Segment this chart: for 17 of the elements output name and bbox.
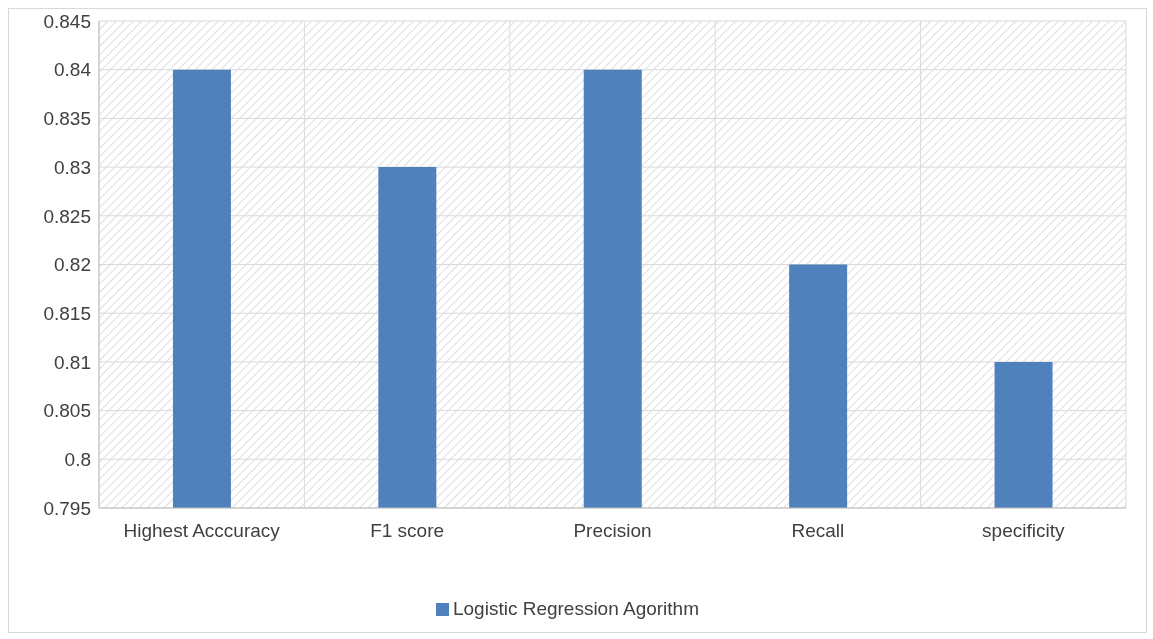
- x-tick-label: specificity: [982, 520, 1065, 542]
- y-tick-label: 0.8: [64, 449, 91, 471]
- y-tick-label: 0.835: [43, 108, 91, 130]
- y-tick-label: 0.795: [43, 497, 91, 519]
- y-tick-label: 0.815: [43, 302, 91, 324]
- y-tick-label: 0.845: [43, 10, 91, 32]
- legend-label: Logistic Regression Agorithm: [452, 598, 700, 619]
- x-tick-label: Precision: [573, 520, 652, 542]
- y-tick-label: 0.81: [54, 351, 91, 373]
- y-tick-label: 0.84: [54, 59, 92, 81]
- y-tick-label: 0.825: [43, 205, 91, 227]
- y-tick-label: 0.82: [54, 254, 91, 276]
- y-tick-label: 0.83: [54, 156, 91, 178]
- y-tick-label: 0.805: [43, 400, 91, 422]
- x-tick-label: Highest Acccuracy: [123, 520, 281, 542]
- x-tick-label: Recall: [791, 520, 845, 542]
- x-tick-label: F1 score: [370, 520, 445, 542]
